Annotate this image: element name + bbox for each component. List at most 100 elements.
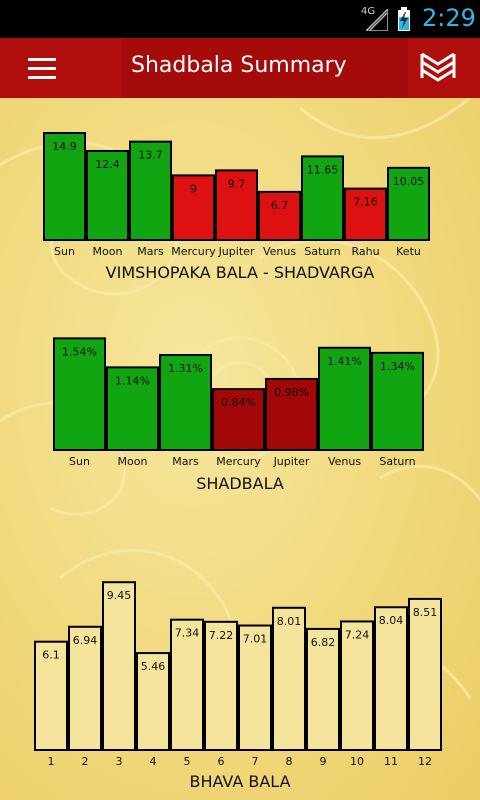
vimshopaka-value-label: 12.4 <box>95 158 120 171</box>
vimshopaka-value-label: 14.9 <box>52 140 77 153</box>
vimshopaka-bar <box>86 149 129 242</box>
vimshopaka-category-label: Sun <box>54 245 75 258</box>
signal-icon <box>366 9 388 31</box>
shadbala-value-label: 0.98% <box>274 386 309 399</box>
menu-button[interactable] <box>16 52 60 86</box>
bhava-bar <box>170 618 204 751</box>
vimshopaka-value-label: 11.65 <box>307 163 339 176</box>
shadbala-value-label: 1.31% <box>168 362 203 375</box>
bhava-value-label: 7.24 <box>345 628 370 641</box>
bhava-value-label: 6.1 <box>42 649 60 662</box>
bhava-category-label: 3 <box>116 755 123 768</box>
page-title: Shadbala Summary <box>131 53 347 78</box>
vimshopaka-bar <box>172 174 215 242</box>
shadbala-bar <box>212 388 265 451</box>
vimshopaka-bar <box>129 140 172 241</box>
bhava-bar <box>238 624 272 751</box>
bhava-category-label: 7 <box>252 755 259 768</box>
shadbala-category-label: Moon <box>118 455 148 468</box>
shadbala-value-label: 1.54% <box>62 345 97 358</box>
bhava-category-label: 6 <box>218 755 225 768</box>
shadbala-value-label: 1.41% <box>327 355 362 368</box>
bhava-bar <box>408 597 442 751</box>
menu-icon-line <box>28 76 56 79</box>
vimshopaka-category-label: Ketu <box>396 245 421 258</box>
network-type: 4G <box>361 6 376 17</box>
bhava-bar <box>340 620 374 751</box>
status-bar: 4G 2:29 <box>0 0 480 38</box>
shadbala-category-label: Saturn <box>379 455 415 468</box>
chart-area: 14.9 Sun 12.4 Moon 13.7 Mars 9 Mercury 9.7 Jupite… <box>0 98 480 800</box>
bhava-value-label: 6.94 <box>73 634 98 647</box>
shadbala-title: SHADBALA <box>196 474 284 493</box>
bhava-category-label: 11 <box>384 755 398 768</box>
layers-icon[interactable] <box>416 48 460 88</box>
clock: 2:29 <box>422 4 476 32</box>
bhava-category-label: 10 <box>350 755 364 768</box>
shadbala-bar <box>106 366 159 451</box>
vimshopaka-bars: 14.9 Sun 12.4 Moon 13.7 Mars 9 Mercury 9.7 Jupite… <box>43 132 430 258</box>
shadbala-category-label: Jupiter <box>273 455 310 468</box>
shadbala-value-label: 0.84% <box>221 396 256 409</box>
shadbala-category-label: Sun <box>69 455 90 468</box>
bhava-value-label: 5.46 <box>141 660 166 673</box>
shadbala-category-label: Mars <box>172 455 199 468</box>
bhava-bar <box>68 625 102 751</box>
shadbala-chart: 1.54% Sun 1.14% Moon 1.31% Mars 0.84% Mercury 0.… <box>0 334 480 494</box>
shadbala-bar <box>371 351 424 452</box>
bhava-value-label: 7.34 <box>175 627 200 640</box>
bhava-category-label: 1 <box>48 755 55 768</box>
vimshopaka-value-label: 13.7 <box>138 149 163 162</box>
shadbala-value-label: 1.34% <box>380 360 415 373</box>
vimshopaka-value-label: 9 <box>190 182 197 195</box>
bhava-category-label: 2 <box>82 755 89 768</box>
vimshopaka-title: VIMSHOPAKA BALA - SHADVARGA <box>105 263 375 282</box>
vimshopaka-value-label: 6.7 <box>271 199 289 212</box>
shadbala-category-label: Venus <box>328 455 361 468</box>
vimshopaka-bar <box>301 155 344 242</box>
menu-icon-line <box>28 67 56 70</box>
shadbala-bar <box>159 354 212 451</box>
bhava-value-label: 7.22 <box>209 629 234 642</box>
vimshopaka-chart: 14.9 Sun 12.4 Moon 13.7 Mars 9 Mercury 9.7 Jupite… <box>0 128 480 288</box>
shadbala-bar <box>53 337 106 452</box>
title-box <box>122 38 408 98</box>
shadbala-bar <box>265 377 318 452</box>
bhava-category-label: 9 <box>320 755 327 768</box>
vimshopaka-category-label: Venus <box>263 245 296 258</box>
bhava-category-label: 8 <box>286 755 293 768</box>
bhava-bar <box>34 640 68 751</box>
shadbala-category-label: Mercury <box>216 455 261 468</box>
menu-icon-line <box>28 58 56 61</box>
bhava-bar <box>306 627 340 752</box>
bhava-value-label: 6.82 <box>311 636 336 649</box>
bhava-value-label: 8.01 <box>277 615 302 628</box>
vimshopaka-category-label: Moon <box>93 245 123 258</box>
bhava-value-label: 8.51 <box>413 606 438 619</box>
vimshopaka-value-label: 7.16 <box>353 196 378 209</box>
vimshopaka-category-label: Saturn <box>304 245 340 258</box>
vimshopaka-value-label: 9.7 <box>228 177 246 190</box>
bhava-bar <box>102 581 136 752</box>
bhava-bar <box>204 620 238 751</box>
vimshopaka-value-label: 10.05 <box>393 175 425 188</box>
bhava-category-label: 12 <box>418 755 432 768</box>
bhava-bar <box>374 606 408 752</box>
bhava-value-label: 9.45 <box>107 589 132 602</box>
shadbala-value-label: 1.14% <box>115 374 150 387</box>
bhava-value-label: 8.04 <box>379 614 404 627</box>
vimshopaka-category-label: Jupiter <box>218 245 255 258</box>
bhava-bala-chart: 6.1 1 6.94 2 9.45 3 5.46 4 7.34 5 7.22 6 7.01 7 8.01 8 6… <box>0 576 480 800</box>
bhava-category-label: 5 <box>184 755 191 768</box>
shadbala-bars: 1.54% Sun 1.14% Moon 1.31% Mars 0.84% Mercury 0.… <box>53 337 424 468</box>
vimshopaka-bar <box>258 190 301 241</box>
vimshopaka-category-label: Rahu <box>351 245 379 258</box>
bhava-value-label: 7.01 <box>243 633 268 646</box>
vimshopaka-category-label: Mars <box>137 245 164 258</box>
vimshopaka-bar <box>215 169 258 242</box>
bhava-bar <box>272 606 306 752</box>
vimshopaka-bar <box>387 166 430 241</box>
battery-charging-icon <box>398 7 410 31</box>
bhava-bala-bars: 6.1 1 6.94 2 9.45 3 5.46 4 7.34 5 7.22 6 7.01 7 8.01 8 6… <box>34 581 442 768</box>
bhava-category-label: 4 <box>150 755 157 768</box>
